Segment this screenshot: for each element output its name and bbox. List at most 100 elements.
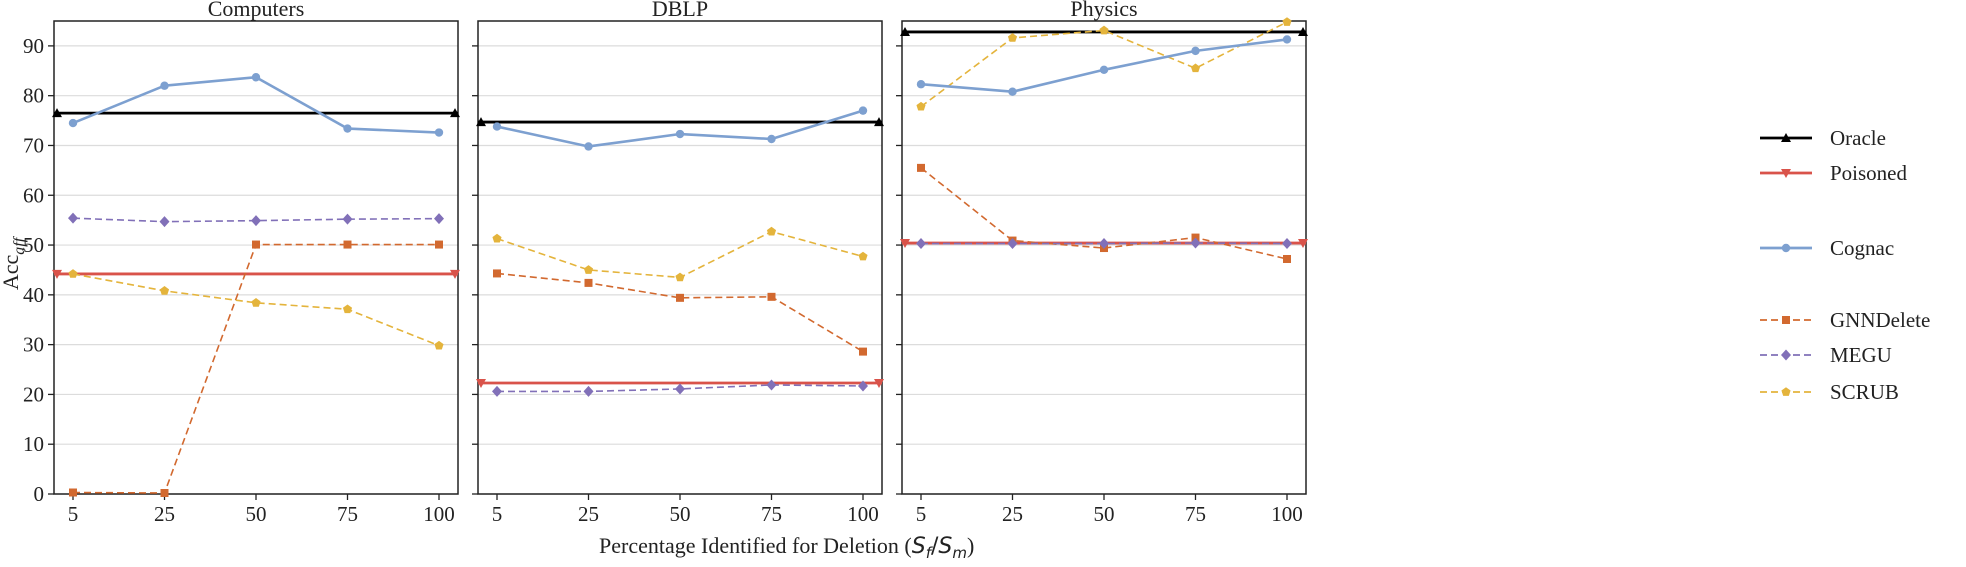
oracle-marker-right — [874, 117, 884, 127]
x-tick-label-25: 25 — [578, 502, 599, 526]
panel-physics: Physics 5 25 50 75 100 — [896, 0, 1308, 526]
legend-marker-scrub — [1781, 387, 1791, 396]
axis-labels-layer: Accaff Percentage Identified for Deletio… — [0, 235, 974, 562]
series-cognac — [916, 35, 1292, 96]
series-scrub — [492, 226, 868, 282]
series-scrub — [68, 269, 444, 350]
point-gnndelete-100 — [435, 240, 443, 249]
x-tick-label-25: 25 — [154, 502, 175, 526]
panel-frame — [53, 20, 459, 495]
series-scrub — [916, 17, 1292, 111]
legend-marker-poisoned — [1781, 169, 1791, 178]
series-line-cognac — [496, 109, 864, 148]
point-megu-100 — [1282, 238, 1292, 250]
y-axis-label-main: Acc — [0, 255, 23, 291]
legend-marker-megu — [1781, 349, 1791, 361]
y-tick-label-70: 70 — [23, 133, 44, 157]
panel-title-computers: Computers — [208, 0, 305, 21]
panel-computers: Computers 5 25 50 75 100 0 10 20 30 40 50 60 70 80 90 — [23, 0, 460, 526]
point-megu-5 — [68, 212, 78, 224]
y-tick-label-40: 40 — [23, 283, 44, 307]
x-axis-label-s-f: S — [912, 534, 926, 559]
point-gnndelete-25 — [584, 278, 593, 287]
point-gnndelete-75 — [343, 240, 352, 249]
point-cognac-50 — [1099, 65, 1109, 74]
point-megu-75 — [766, 379, 777, 391]
point-scrub-50 — [251, 298, 261, 307]
panel-dblp: DBLP 5 25 50 75 100 — [472, 0, 884, 526]
series-gnndelete — [493, 269, 867, 356]
point-megu-100 — [434, 213, 444, 225]
poisoned-marker-left — [476, 378, 486, 388]
point-megu-5 — [916, 238, 926, 250]
point-cognac-100 — [1282, 35, 1292, 44]
point-cognac-75 — [1191, 46, 1200, 56]
point-scrub-75 — [1190, 63, 1201, 73]
panel-title-dblp: DBLP — [652, 0, 708, 21]
poisoned-marker-left — [900, 239, 910, 249]
point-cognac-5 — [916, 80, 926, 89]
oracle-marker-left — [476, 117, 486, 127]
series-megu — [68, 212, 444, 228]
point-gnndelete-100 — [1283, 254, 1291, 263]
x-axis-label-sub-m: m — [952, 544, 967, 562]
legend-item-gnndelete: GNNDelete — [1760, 308, 1930, 332]
oracle-marker-right — [450, 108, 460, 118]
oracle-marker-right — [1298, 26, 1308, 36]
y-tick-label-80: 80 — [23, 84, 44, 108]
x-tick-label-100: 100 — [423, 502, 455, 526]
panel-frame — [901, 20, 1307, 495]
legend-item-poisoned: Poisoned — [1760, 161, 1908, 185]
point-megu-5 — [492, 385, 502, 397]
legend-label-megu: MEGU — [1830, 343, 1892, 367]
point-megu-100 — [858, 380, 868, 392]
y-tick-label-60: 60 — [23, 183, 44, 207]
series-line-megu — [497, 384, 864, 393]
point-cognac-25 — [160, 81, 169, 90]
point-cognac-100 — [858, 106, 868, 115]
legend-label-oracle: Oracle — [1830, 126, 1886, 150]
series-cognac — [492, 106, 868, 151]
point-cognac-25 — [584, 142, 593, 151]
y-tick-label-90: 90 — [23, 34, 44, 58]
series-megu — [916, 237, 1292, 250]
x-tick-label-50: 50 — [246, 502, 267, 526]
legend: Oracle Poisoned Cognac GNNDelete MEGU SCRUB — [1760, 126, 1930, 404]
legend-label-poisoned: Poisoned — [1830, 161, 1908, 185]
point-cognac-100 — [434, 128, 444, 137]
point-scrub-100 — [1282, 17, 1292, 26]
series-cognac — [68, 73, 444, 137]
series-gnndelete — [69, 240, 443, 498]
series-line-scrub — [72, 273, 440, 347]
x-axis-label-main: Percentage Identified for Deletion ( — [599, 533, 912, 558]
x-tick-label-75: 75 — [1185, 502, 1206, 526]
point-cognac-50 — [251, 73, 261, 82]
x-axis-label: Percentage Identified for Deletion (Sf/S… — [599, 533, 974, 562]
point-cognac-5 — [492, 122, 502, 131]
legend-marker-gnndelete — [1782, 316, 1790, 324]
series-line-gnndelete — [72, 243, 439, 494]
y-tick-label-20: 20 — [23, 382, 44, 406]
point-cognac-50 — [675, 129, 685, 139]
legend-item-scrub: SCRUB — [1760, 380, 1899, 404]
legend-marker-oracle — [1781, 133, 1791, 142]
point-gnndelete-50 — [676, 293, 684, 302]
x-axis-label-s-m: S — [938, 534, 952, 559]
point-cognac-75 — [343, 124, 352, 133]
point-scrub-5 — [68, 269, 78, 278]
legend-label-gnndelete: GNNDelete — [1830, 308, 1930, 332]
y-axis-label-subscript: aff — [11, 235, 28, 254]
series-line-gnndelete — [920, 167, 1288, 260]
poisoned-marker-right — [874, 378, 884, 388]
point-megu-50 — [251, 215, 261, 227]
point-scrub-25 — [1007, 33, 1018, 42]
legend-label-cognac: Cognac — [1830, 236, 1894, 260]
point-megu-50 — [675, 383, 685, 395]
x-axis-label-slash: / — [931, 534, 939, 559]
x-tick-label-5: 5 — [68, 502, 79, 526]
point-scrub-25 — [159, 286, 170, 295]
y-tick-label-30: 30 — [23, 333, 44, 357]
point-scrub-50 — [1099, 25, 1109, 35]
